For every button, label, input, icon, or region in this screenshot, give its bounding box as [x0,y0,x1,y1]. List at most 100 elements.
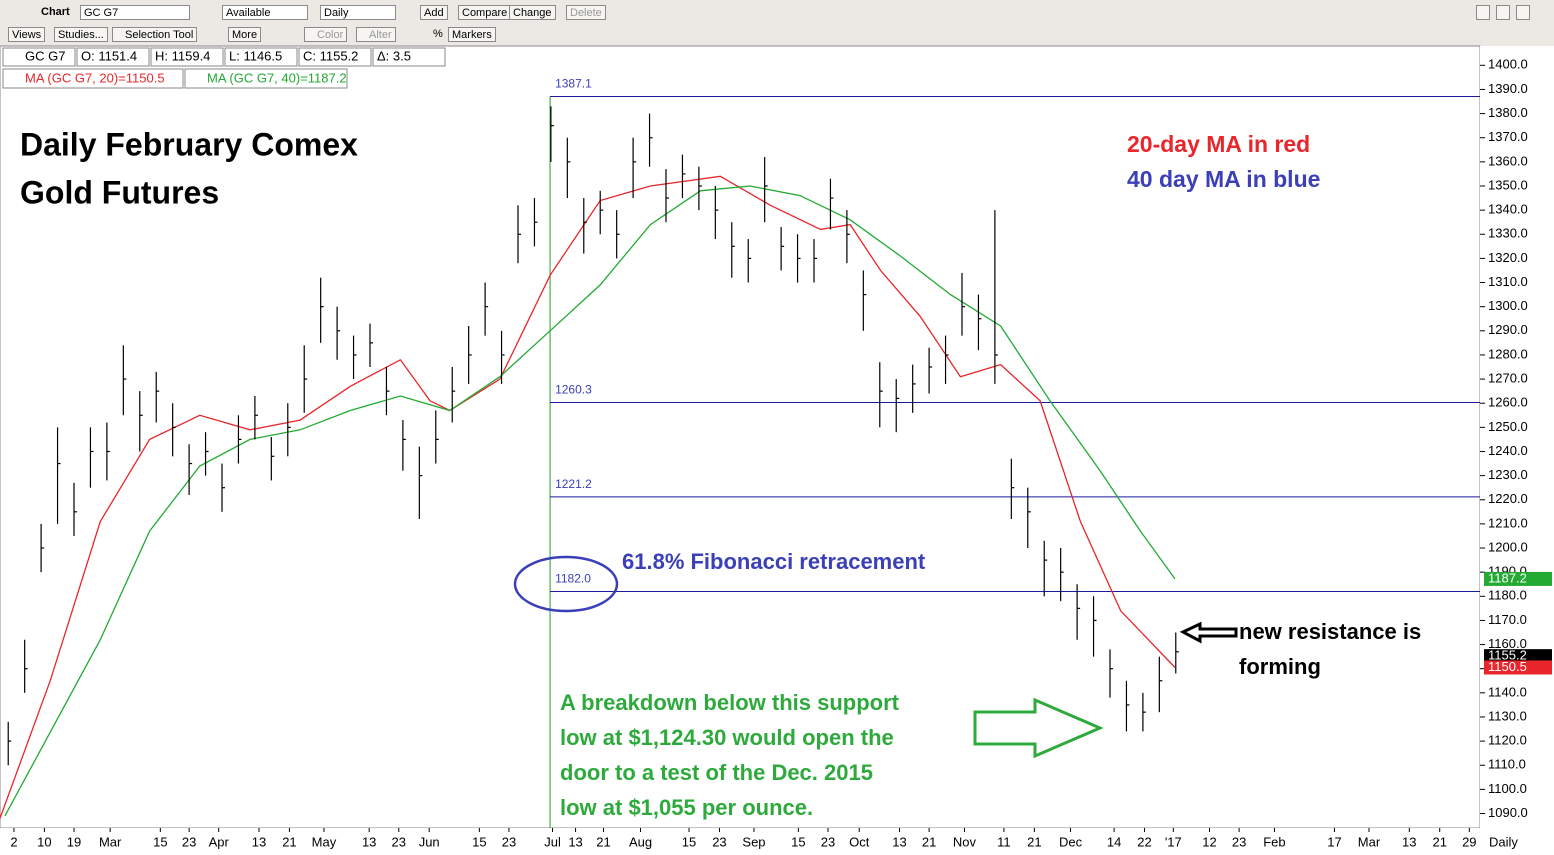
markers-button[interactable]: Markers [448,27,496,42]
x-tick-label: 14 [1107,834,1121,849]
y-tick-label: 1120.0 [1488,733,1527,748]
price-flag [1484,649,1552,664]
close-button[interactable] [1516,5,1530,20]
fib-label: 1221.2 [555,477,592,491]
price-flag [1484,571,1552,586]
y-tick-label: 1110.0 [1488,757,1526,772]
period-select[interactable]: Daily [320,5,396,20]
x-tick-label: 13 [892,834,906,849]
alter-button[interactable]: Alter [356,27,396,42]
selection-tool-button[interactable]: Selection Tool [112,27,198,42]
x-tick-label: '17 [1165,834,1182,849]
x-tick-label: 21 [596,834,610,849]
y-tick-label: 1380.0 [1488,105,1528,120]
y-tick-label: 1250.0 [1488,419,1528,434]
black-arrow [1179,621,1238,644]
y-tick-label: 1300.0 [1488,298,1528,313]
quote-text: O: 1151.4 [81,48,137,63]
x-tick-label: 23 [182,834,196,849]
x-tick-label: Mar [99,834,122,849]
plot-area [0,45,1481,829]
x-tick-label: 15 [472,834,486,849]
maximize-button[interactable] [1496,5,1510,20]
y-tick-label: 1220.0 [1488,491,1528,506]
quote-text: Δ: 3.5 [377,48,411,63]
studies-button[interactable]: Studies... [54,27,108,42]
x-tick-label: 23 [392,834,406,849]
green-arrow [973,697,1104,759]
x-tick-label: 23 [712,834,726,849]
y-tick-label: 1240.0 [1488,443,1528,458]
resistance-note: new resistance is [1239,619,1421,644]
y-tick-label: 1330.0 [1488,226,1528,241]
x-tick-label: Nov [953,834,977,849]
x-tick-label: Aug [629,834,652,849]
ma-note: 40 day MA in blue [1127,166,1320,192]
y-tick-label: 1130.0 [1488,708,1527,723]
y-tick-label: 1270.0 [1488,371,1528,386]
change-button[interactable]: Change [509,5,556,20]
views-button[interactable]: Views [8,27,46,42]
y-tick-label: 1100.0 [1488,781,1527,796]
breakdown-note: low at $1,124.30 would open the [560,725,894,750]
minimize-button[interactable] [1476,5,1490,20]
x-tick-label: 23 [502,834,516,849]
ma-note: 20-day MA in red [1127,131,1310,157]
x-tick-label: 13 [252,834,266,849]
y-tick-label: 1200.0 [1488,539,1528,554]
availability-select[interactable]: Available [222,5,308,20]
x-tick-label: 23 [821,834,835,849]
y-tick-label: 1350.0 [1488,177,1528,192]
x-tick-label: May [312,834,337,849]
x-tick-label: 15 [791,834,805,849]
time-axis [0,828,1480,855]
quote-box [298,47,372,67]
breakdown-note: low at $1,055 per ounce. [560,795,813,820]
x-tick-label: Apr [209,834,230,849]
x-tick-label: Sep [742,834,765,849]
more-button[interactable]: More [228,27,262,42]
y-axis: 1090.0 1100.0 1110.0 1120.0 1130.0 1140.0 1150… [10,57,1552,849]
y-tick-label: 1320.0 [1488,250,1528,265]
quote-box [150,47,224,67]
price-flag [1484,660,1552,675]
fib-note: 61.8% Fibonacci retracement [622,549,926,574]
symbol-input[interactable]: GC G7 [80,5,190,20]
add-button[interactable]: Add [420,5,448,20]
delete-button[interactable]: Delete [566,5,606,20]
y-tick-label: 1370.0 [1488,129,1528,144]
x-tick-label: 10 [37,834,51,849]
y-tick-label: 1390.0 [1488,81,1528,96]
breakdown-note: door to a test of the Dec. 2015 [560,760,873,785]
y-tick-label: 1360.0 [1488,153,1528,168]
color-button[interactable]: Color [304,27,348,42]
y-tick-label: 1280.0 [1488,346,1528,361]
title: Daily February Comex [20,126,358,162]
percent-button[interactable]: % [433,28,443,40]
x-tick-label: 22 [1137,834,1151,849]
period-label: Daily [1489,834,1518,849]
price-flag-label: 1187.2 [1488,570,1527,585]
compare-button[interactable]: Compare [458,5,512,20]
y-tick-label: 1340.0 [1488,202,1528,217]
x-tick-label: 23 [1232,834,1246,849]
legend-box [2,68,184,89]
x-tick-label: 29 [1462,834,1476,849]
x-tick-label: Jul [544,834,561,849]
y-tick-label: 1230.0 [1488,467,1528,482]
x-tick-label: Oct [849,834,870,849]
quote-box [372,47,446,67]
legend-entry: MA (GC G7, 20)=1150.5 [25,70,165,85]
x-tick-label: 21 [1027,834,1041,849]
fib-label: 1387.1 [555,77,592,91]
fib-label: 1182.0 [555,572,591,586]
x-tick-label: 21 [282,834,296,849]
chart-label: Chart [41,6,70,18]
x-tick-label: Feb [1263,834,1285,849]
y-tick-label: 1310.0 [1488,274,1528,289]
x-tick-label: 21 [922,834,936,849]
resistance-note: forming [1239,654,1321,679]
price-flag-label: 1150.5 [1488,659,1527,674]
x-tick-label: 21 [1432,834,1446,849]
